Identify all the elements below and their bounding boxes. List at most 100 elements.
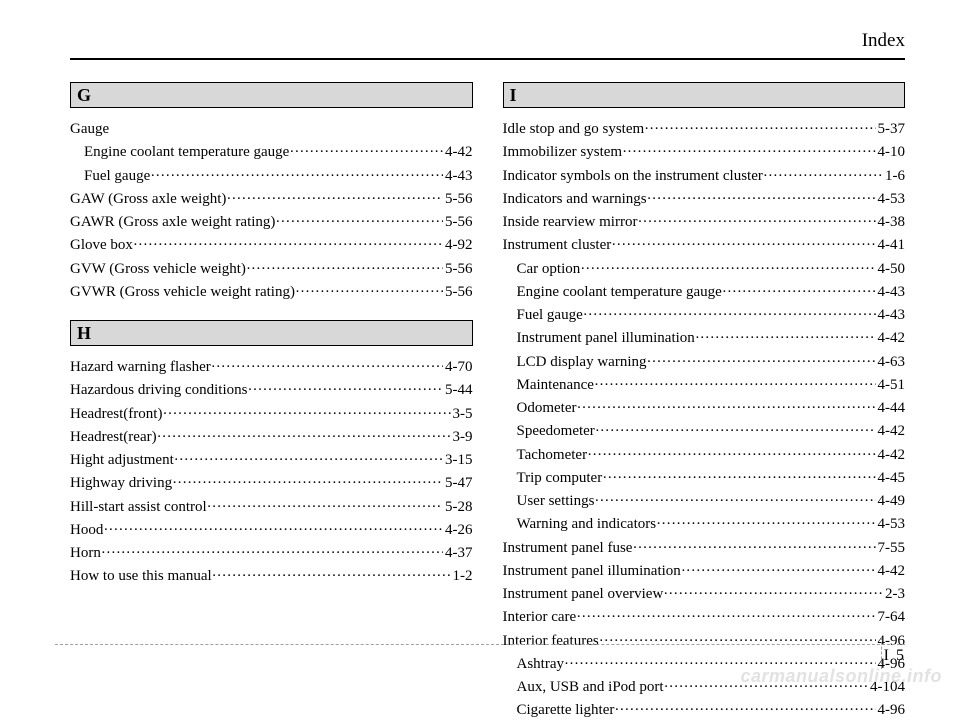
entry-label: Fuel gauge [84,165,150,188]
index-entry: Trip computer4-45 [503,467,906,490]
entry-leader [656,513,875,536]
entry-page: 5-47 [443,472,473,495]
entry-page: 1-6 [883,165,905,188]
left-column: G GaugeEngine coolant temperature gauge4-… [70,82,473,723]
entry-label: Hill-start assist control [70,496,207,519]
section-letter-box: G [70,82,473,108]
entry-page: 1-2 [451,565,473,588]
index-entry: Headrest(front)3-5 [70,403,473,426]
entry-leader [646,351,875,374]
entry-leader [150,165,443,188]
index-entry: Indicator symbols on the instrument clus… [503,165,906,188]
entry-leader [644,118,875,141]
entry-label: Maintenance [517,374,594,397]
entry-label: Hazardous driving conditions [70,379,247,402]
entry-leader [594,374,876,397]
entry-label: Hight adjustment [70,449,174,472]
entry-page: 4-53 [876,513,906,536]
entry-label: Indicators and warnings [503,188,647,211]
entry-page: 7-55 [876,537,906,560]
index-entry: Idle stop and go system5-37 [503,118,906,141]
index-entry: Horn4-37 [70,542,473,565]
entry-label: Odometer [517,397,577,420]
index-entry: User settings 4-49 [503,490,906,513]
entry-label: Headrest(rear) [70,426,157,449]
entry-label: GVWR (Gross vehicle weight rating) [70,281,295,304]
footer-index-letter: I [884,647,896,664]
index-entry: Indicators and warnings 4-53 [503,188,906,211]
entry-page: 4-26 [443,519,473,542]
index-entry: GVW (Gross vehicle weight)5-56 [70,258,473,281]
entry-label: Instrument panel overview [503,583,664,606]
entry-label: Speedometer [517,420,595,443]
entry-page: 3-15 [443,449,473,472]
entry-page: 4-45 [876,467,906,490]
footer-vline [881,637,882,669]
entry-page: 4-43 [876,304,906,327]
entry-label: Tachometer [517,444,588,467]
entry-leader [207,496,443,519]
entry-leader [583,304,876,327]
entry-page: 2-3 [883,583,905,606]
index-entry: Instrument panel illumination4-42 [503,327,906,350]
entry-label: Hood [70,519,103,542]
index-entry: Instrument panel fuse7-55 [503,537,906,560]
entry-leader [289,141,443,164]
entry-label: GAW (Gross axle weight) [70,188,226,211]
index-entry: Hill-start assist control5-28 [70,496,473,519]
entry-label: User settings [517,490,595,513]
entry-leader [212,565,451,588]
index-entry: GAWR (Gross axle weight rating)5-56 [70,211,473,234]
entry-page: 4-49 [876,490,906,513]
index-entry: Hazard warning flasher 4-70 [70,356,473,379]
entry-page: 4-96 [876,699,906,722]
index-entry: Hood 4-26 [70,519,473,542]
entry-label: Interior care [503,606,577,629]
footer-page-number: I5 [884,647,905,665]
index-entry: Instrument panel overview 2-3 [503,583,906,606]
entry-leader [722,281,876,304]
entry-page: 5-37 [876,118,906,141]
entry-leader [602,467,875,490]
entry-page: 4-92 [443,234,473,257]
index-entry: Gauge [70,118,473,141]
header-rule [70,58,905,60]
entry-leader [162,403,450,426]
entry-page: 4-42 [876,444,906,467]
entry-page: 4-51 [876,374,906,397]
entry-leader [594,490,875,513]
entry-label: Cigarette lighter [517,699,615,722]
entry-page: 4-53 [876,188,906,211]
entry-page: 4-63 [876,351,906,374]
entry-page: 4-42 [443,141,473,164]
entry-leader [622,141,875,164]
entry-leader [172,472,443,495]
entry-label: Horn [70,542,101,565]
index-entry: Glove box4-92 [70,234,473,257]
entry-label: Hazard warning flasher [70,356,211,379]
index-entry: Engine coolant temperature gauge4-42 [70,141,473,164]
entry-leader [226,188,443,211]
index-entry: Hight adjustment 3-15 [70,449,473,472]
entry-leader [611,234,875,257]
index-entry: LCD display warning4-63 [503,351,906,374]
index-entry: Instrument cluster4-41 [503,234,906,257]
entry-page: 4-44 [876,397,906,420]
index-entry: Tachometer 4-42 [503,444,906,467]
entry-leader [275,211,443,234]
entry-leader [576,397,875,420]
index-entry: Odometer 4-44 [503,397,906,420]
entry-leader [695,327,876,350]
index-entry: Car option4-50 [503,258,906,281]
entry-page: 4-70 [443,356,473,379]
entry-label: Aux, USB and iPod port [517,676,664,699]
footer-rule [55,644,905,645]
entry-page: 7-64 [876,606,906,629]
entry-leader [647,188,876,211]
entry-leader [247,379,443,402]
entry-page: 4-38 [876,211,906,234]
entry-page: 3-9 [451,426,473,449]
index-entry: Inside rearview mirror4-38 [503,211,906,234]
entry-leader [632,537,875,560]
entry-label: Gauge [70,118,109,141]
